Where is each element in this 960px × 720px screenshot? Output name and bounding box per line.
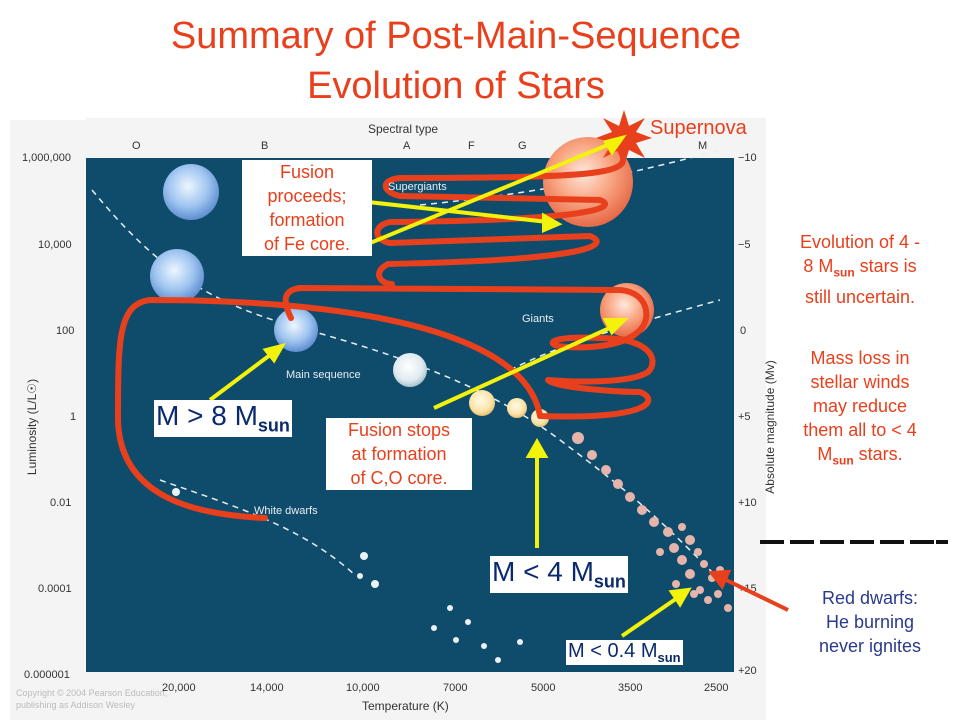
evolution-line-3: still uncertain.: [804, 286, 916, 307]
supergiants-label: Supergiants: [388, 181, 447, 193]
fusion-fe-line-3: formation: [269, 210, 345, 230]
lum-tick-0.000001: 0.000001: [24, 669, 70, 681]
lum-tick-1: 1: [70, 411, 77, 423]
blue-giant-star: [150, 249, 204, 303]
fusion-fe-note: Fusion proceeds; formation of Fe core.: [242, 160, 372, 256]
title-line-1: Summary of Post-Main-Sequence: [170, 15, 742, 57]
mass-loss-line-1: Mass loss in: [810, 348, 910, 368]
yellow-star-1: [469, 390, 495, 416]
spectral-type-a: A: [403, 140, 411, 152]
mag-tick-0: 0: [740, 325, 747, 337]
spectral-type-b: B: [261, 140, 269, 152]
red-dwarfs-line-2: He burning: [825, 612, 915, 632]
spectral-type-o: O: [132, 140, 141, 152]
fusion-fe-line-1: Fusion: [279, 162, 335, 182]
temp-tick-20000: 20,000: [162, 682, 196, 694]
mass-gt-8-label: M > 8 Msun: [154, 400, 292, 437]
main-sequence-label: Main sequence: [286, 369, 361, 381]
low-mass-track: [114, 296, 543, 521]
red-dwarf-arrow: [708, 569, 789, 612]
copyright-line-1: Copyright © 2004 Pearson Education,: [16, 688, 168, 698]
white-dwarf-dots: [172, 488, 523, 663]
massive-star-track: [282, 285, 656, 420]
temperature-axis-label: Temperature (K): [362, 699, 449, 713]
lum-tick-1e6: 1,000,000: [22, 152, 71, 164]
supergiant-loop-track: [374, 147, 627, 287]
mass-loss-line-2: stellar winds: [810, 372, 910, 392]
yellow-arrows: [208, 134, 692, 638]
white-dwarf-curve: [159, 479, 356, 576]
fusion-co-line-1: Fusion stops: [347, 420, 451, 440]
divider-dash-1: [760, 540, 784, 544]
divider-dash-5: [880, 540, 904, 544]
mag-tick-plus5: +5: [738, 411, 751, 423]
temp-tick-3500: 3500: [618, 682, 643, 694]
temp-tick-14000: 14,000: [250, 682, 284, 694]
divider-dash-3: [820, 540, 844, 544]
yellow-star-2: [507, 398, 527, 418]
mass-loss-line-5: Msun stars.: [817, 444, 903, 468]
copyright-line-2: publishing as Addison Wesley: [16, 700, 135, 710]
divider-dash-2: [790, 540, 814, 544]
lum-tick-1e4: 10,000: [38, 239, 72, 251]
divider-dash-4: [850, 540, 874, 544]
spectral-type-f: F: [468, 140, 475, 152]
spectral-type-strip: [86, 118, 766, 158]
giants-label: Giants: [522, 313, 554, 325]
blue-supergiant-star: [163, 164, 219, 220]
red-dwarfs-note: Red dwarfs: He burning never ignites: [790, 586, 950, 658]
mag-tick-minus5: −5: [738, 239, 751, 251]
fusion-fe-line-2: proceeds;: [267, 186, 347, 206]
mag-tick-minus10: −10: [738, 152, 757, 164]
mass-lt-4-label: M < 4 Msun: [490, 556, 628, 593]
temp-tick-10000: 10,000: [346, 682, 380, 694]
lum-tick-100: 100: [56, 325, 75, 337]
evolution-line-2: 8 Msun stars is: [803, 256, 917, 280]
mass-loss-line-4: them all to < 4: [803, 420, 917, 440]
evolution-4-8-note: Evolution of 4 - 8 Msun stars is still u…: [770, 230, 950, 309]
temp-tick-5000: 5000: [531, 682, 556, 694]
divider-dash-7: [936, 540, 948, 544]
white-main-sequence-star: [393, 353, 427, 387]
fusion-co-line-3: of C,O core.: [350, 468, 448, 488]
blue-main-sequence-star: [274, 308, 318, 352]
lum-tick-0.01: 0.01: [50, 497, 72, 509]
mass-lt-0.4-label: M < 0.4 Msun: [566, 640, 683, 665]
mag-tick-plus10: +10: [738, 497, 757, 509]
white-dwarfs-label: White dwarfs: [254, 505, 318, 517]
mass-loss-note: Mass loss in stellar winds may reduce th…: [770, 346, 950, 473]
temperature-axis-strip: [10, 672, 766, 720]
evolution-line-1: Evolution of 4 -: [799, 232, 921, 252]
fusion-co-note: Fusion stops at formation of C,O core.: [326, 418, 472, 490]
spectral-type-m: M: [698, 140, 708, 152]
supernova-label: Supernova: [650, 117, 747, 139]
temp-tick-2500: 2500: [704, 682, 729, 694]
red-dwarfs-line-3: never ignites: [818, 636, 922, 656]
divider-dash-6: [910, 540, 934, 544]
fusion-co-line-2: at formation: [351, 444, 447, 464]
temp-tick-7000: 7000: [443, 682, 468, 694]
red-dwarf-dots: [572, 432, 732, 612]
lum-tick-0.0001: 0.0001: [38, 583, 72, 595]
spectral-type-g: G: [518, 140, 527, 152]
fusion-fe-line-4: of Fe core.: [263, 234, 351, 254]
red-dwarfs-line-1: Red dwarfs:: [821, 588, 919, 608]
luminosity-axis-strip: [10, 120, 86, 720]
mass-loss-line-3: may reduce: [812, 396, 908, 416]
mag-tick-plus20: +20: [738, 665, 757, 677]
title-line-2: Evolution of Stars: [307, 65, 605, 107]
spectral-type-label: Spectral type: [368, 122, 439, 136]
red-supergiant-star: [543, 137, 633, 227]
